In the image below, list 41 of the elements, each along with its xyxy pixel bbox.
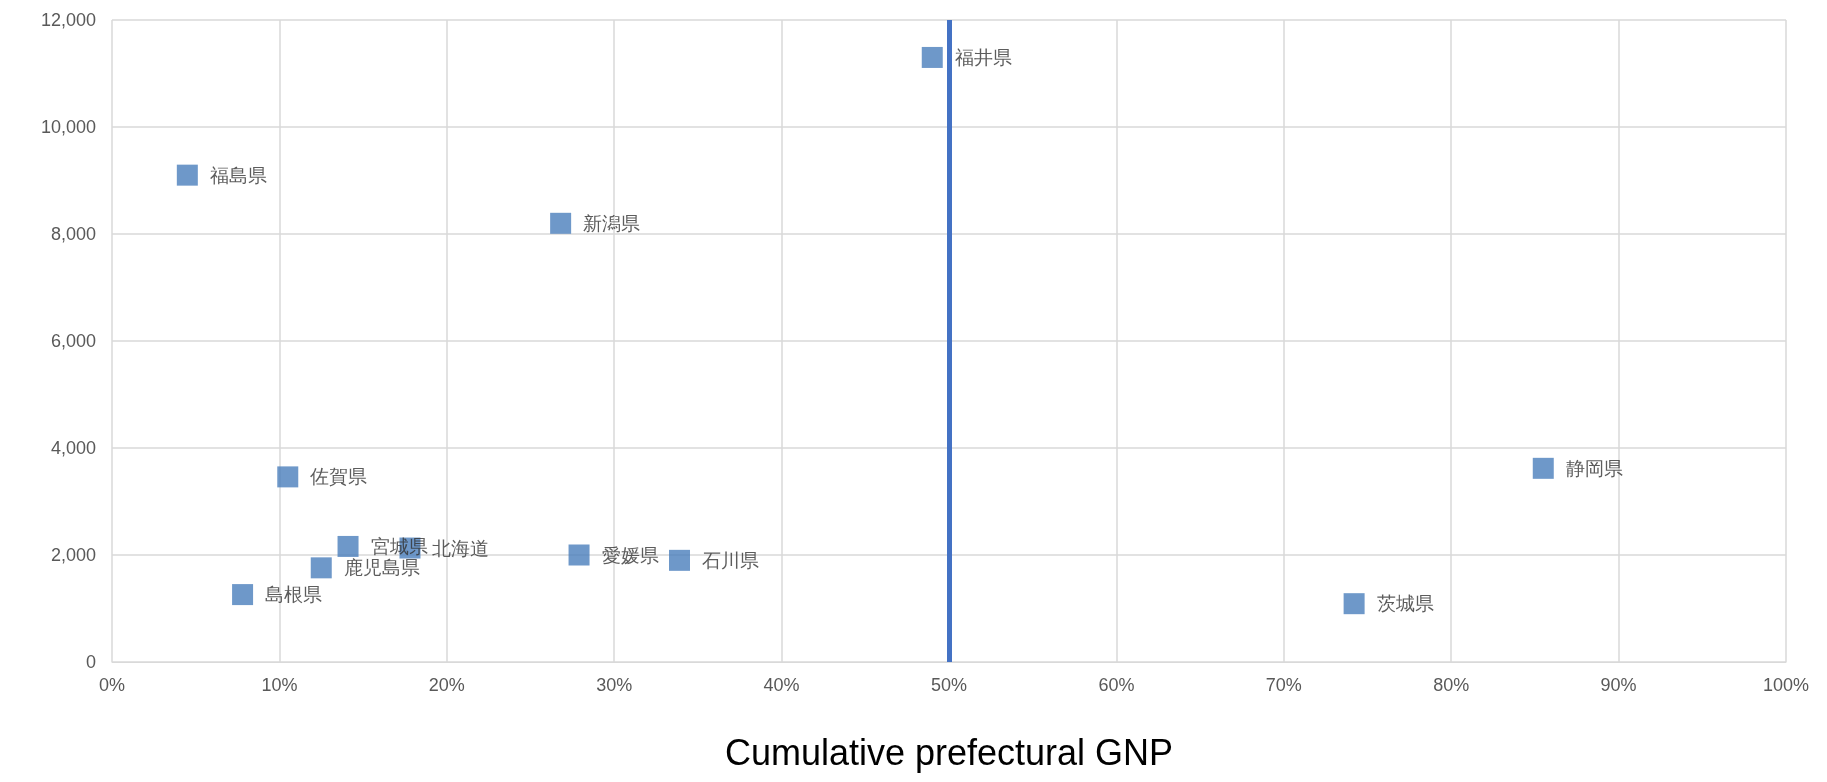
- series-label: 島根県: [265, 584, 323, 606]
- point: [921, 46, 943, 68]
- series-label: 茨城県: [1376, 593, 1434, 615]
- x-tick-label: 0%: [98, 675, 126, 695]
- series-label: 福井県: [954, 46, 1012, 68]
- y-tick-label: 10,000: [40, 117, 96, 137]
- x-tick-label: 20%: [428, 675, 465, 695]
- point: [337, 535, 359, 557]
- point: [277, 466, 299, 488]
- point: [1532, 457, 1554, 479]
- series-label: 愛媛県: [601, 544, 659, 566]
- x-tick-label: 100%: [1762, 675, 1810, 695]
- x-tick-label: 40%: [763, 675, 800, 695]
- x-tick-label: 80%: [1433, 675, 1470, 695]
- series-label: 静岡県: [1565, 457, 1623, 479]
- x-tick-label: 30%: [596, 675, 633, 695]
- series-label: 新潟県: [583, 212, 641, 234]
- series-label: 北海道: [432, 537, 490, 559]
- x-tick-label: 10%: [261, 675, 298, 695]
- series-label: 石川県: [701, 549, 759, 571]
- series-label: 佐賀県: [310, 466, 368, 488]
- y-tick-label: 4,000: [50, 438, 96, 458]
- series-label: 福島県: [209, 164, 267, 186]
- y-tick-label: 0: [85, 652, 96, 672]
- x-tick-label: 70%: [1265, 675, 1302, 695]
- series-label: 鹿児島県: [343, 557, 420, 579]
- y-tick-label: 2,000: [50, 545, 96, 565]
- point: [668, 549, 690, 571]
- x-tick-label: 50%: [930, 675, 968, 695]
- x-tick-label: 60%: [1098, 675, 1135, 695]
- point: [232, 584, 254, 606]
- y-tick-label: 12,000: [40, 10, 96, 30]
- point: [550, 212, 572, 234]
- x-axis-title: Cumulative prefectural GNP: [724, 731, 1174, 773]
- point: [568, 544, 590, 566]
- x-tick-label: 90%: [1600, 675, 1637, 695]
- y-tick-label: 6,000: [50, 331, 96, 351]
- point: [310, 557, 332, 579]
- point: [176, 164, 198, 186]
- y-tick-label: 8,000: [50, 224, 96, 244]
- point: [1343, 593, 1365, 615]
